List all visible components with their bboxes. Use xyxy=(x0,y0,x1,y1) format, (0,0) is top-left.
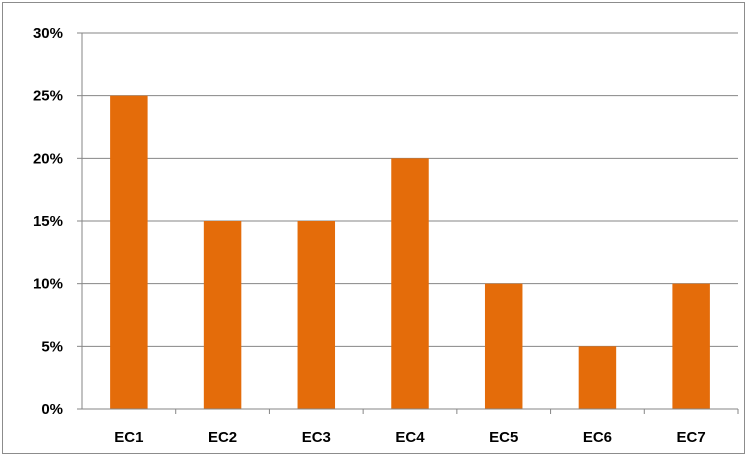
bar-ec4 xyxy=(391,158,429,409)
y-tick-label: 10% xyxy=(33,276,63,293)
bar-ec5 xyxy=(484,283,523,409)
x-category-label: EC3 xyxy=(302,429,331,446)
x-category-label: EC5 xyxy=(489,429,518,446)
bar-ec3 xyxy=(297,221,336,409)
x-category-label: EC2 xyxy=(208,429,237,446)
x-category-label: EC4 xyxy=(395,429,425,446)
axes xyxy=(77,32,739,414)
y-tick-label: 0% xyxy=(41,401,63,418)
bar-ec7 xyxy=(672,283,710,409)
y-tick-label: 15% xyxy=(33,213,63,230)
y-tick-labels: 0% 5% 10% 15% 20% 25% 30% xyxy=(33,25,63,418)
bars xyxy=(110,95,710,410)
gridlines xyxy=(82,32,738,347)
bar-ec1 xyxy=(110,95,148,410)
y-tick-label: 30% xyxy=(33,25,63,42)
bar-ec2 xyxy=(203,221,242,409)
y-tick-label: 25% xyxy=(33,88,63,105)
y-tick-label: 20% xyxy=(33,150,63,167)
x-category-labels: EC1 EC2 EC3 EC4 EC5 EC6 EC7 xyxy=(114,429,705,446)
x-category-label: EC7 xyxy=(677,429,706,446)
x-category-label: EC1 xyxy=(114,429,143,446)
x-category-label: EC6 xyxy=(583,429,612,446)
bar-ec6 xyxy=(578,346,617,409)
y-tick-label: 5% xyxy=(41,338,63,355)
